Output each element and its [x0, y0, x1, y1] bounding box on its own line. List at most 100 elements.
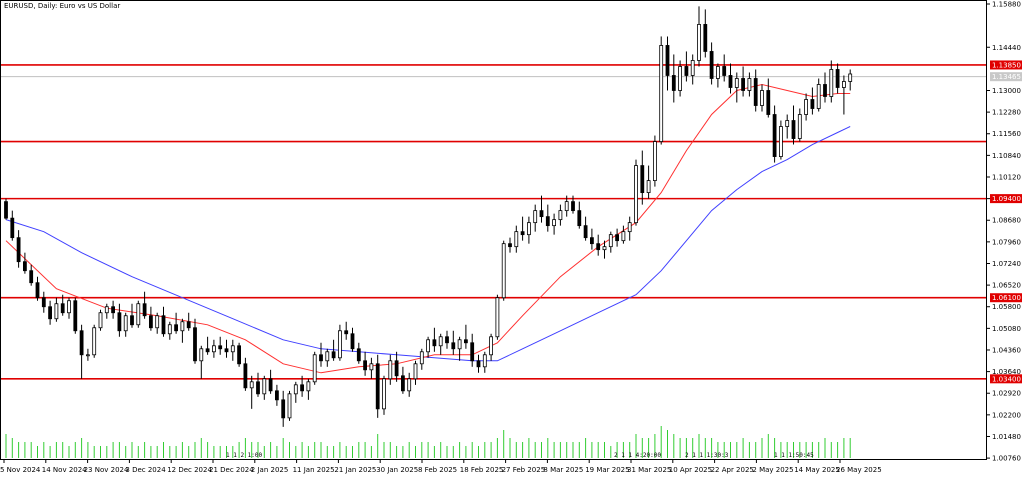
bear-candle: [142, 303, 147, 317]
bear-candle: [350, 333, 355, 350]
y-tick-label: 1.11560: [992, 130, 1021, 138]
x-tick-label: 26 May 2025: [836, 466, 882, 474]
bear-candle: [243, 363, 248, 389]
level-tag: [990, 60, 1022, 70]
ma-layer: [5, 83, 851, 374]
bull-candle: [54, 303, 59, 320]
bull-candle: [558, 210, 563, 221]
bear-candle: [344, 330, 349, 335]
bull-candle: [489, 336, 494, 356]
bear-candle: [400, 375, 405, 392]
bull-candle: [842, 81, 846, 88]
bear-candle: [363, 360, 368, 371]
y-tick-label: 1.05800: [992, 303, 1021, 311]
bull-candle: [199, 348, 204, 362]
bear-candle: [709, 51, 714, 79]
bear-candle: [331, 351, 336, 359]
bear-candle: [703, 24, 708, 52]
bear-candle: [130, 315, 134, 326]
level-tag-label: 1.03400: [992, 375, 1021, 383]
bull-candle: [249, 381, 254, 389]
x-tick-label: 5 Nov 2024: [0, 466, 41, 474]
bear-candle: [161, 315, 166, 335]
bear-candle: [60, 303, 65, 314]
y-tick-label: 1.10120: [992, 173, 1021, 181]
bear-candle: [432, 339, 437, 347]
bear-candle: [596, 243, 601, 251]
bull-candle: [659, 45, 664, 142]
bull-candle: [848, 73, 853, 82]
level-tag-label: 1.13850: [992, 61, 1021, 69]
bear-candle: [590, 237, 594, 245]
bear-candle: [16, 237, 21, 263]
x-tick-label: 3 Dec 2024: [125, 466, 166, 474]
bull-candle: [634, 165, 638, 224]
x-tick-label: 11 Jan 2025: [293, 466, 335, 474]
bear-candle: [791, 120, 796, 139]
x-tick-label: 12 Dec 2024: [167, 466, 212, 474]
bull-candle: [501, 243, 506, 299]
y-tick-label: 1.02200: [992, 411, 1021, 419]
bull-candle: [760, 90, 764, 106]
x-tick-label: 19 Mar 2025: [585, 466, 629, 474]
bear-candle: [117, 312, 122, 332]
session-marker: 2 1 1 1:30:3: [685, 452, 729, 459]
bear-candle: [583, 225, 588, 239]
level-tag-label: 1.06100: [992, 294, 1021, 302]
y-tick-label: 1.06520: [992, 282, 1021, 290]
bull-candle: [92, 327, 97, 356]
bear-candle: [722, 66, 727, 76]
bull-candle: [211, 345, 216, 353]
bear-candle: [29, 270, 34, 284]
candle-layer: [4, 6, 853, 427]
y-tick-label: 1.12280: [992, 109, 1021, 117]
bear-candle: [375, 363, 380, 410]
bull-candle: [136, 303, 141, 326]
y-tick-label: 1.04360: [992, 346, 1021, 354]
bull-candle: [407, 378, 412, 392]
bear-candle: [256, 381, 260, 395]
x-tick-label: 30 Jan 2025: [376, 466, 418, 474]
bull-candle: [180, 321, 185, 332]
bull-candle: [337, 330, 342, 359]
bull-candle: [123, 315, 128, 332]
volume-layer: [5, 426, 851, 458]
x-tick-label: 2 Jan 2025: [251, 466, 289, 474]
x-tick-label: 10 Apr 2025: [669, 466, 712, 474]
bull-candle: [155, 315, 160, 329]
x-tick-label: 14 May 2025: [794, 466, 840, 474]
price-tag: [990, 72, 1022, 82]
y-tick-label: 1.03640: [992, 368, 1021, 376]
bear-candle: [35, 282, 40, 299]
bear-candle: [394, 360, 399, 377]
bull-candle: [514, 231, 519, 248]
bull-candle: [369, 363, 374, 371]
bear-candle: [684, 66, 689, 76]
bear-candle: [186, 321, 191, 329]
fast-ma-line: [5, 83, 851, 374]
y-axis: 1.15880 1.14440 1.13000 1.12280 1.11560 1.108…: [986, 1, 1022, 463]
bull-candle: [167, 324, 172, 335]
bear-candle: [10, 217, 15, 239]
x-tick-label: 23 Nov 2024: [84, 466, 129, 474]
y-tick-label: 1.00760: [992, 455, 1021, 463]
bear-candle: [539, 210, 544, 218]
bear-candle: [193, 327, 197, 362]
x-tick-label: 14 Nov 2024: [42, 466, 87, 474]
bear-candle: [4, 201, 8, 219]
x-tick-label: 27 Feb 2025: [502, 466, 546, 474]
bear-candle: [772, 114, 777, 157]
bull-candle: [527, 222, 531, 236]
bull-candle: [287, 393, 292, 419]
bear-candle: [48, 306, 52, 320]
bear-candle: [545, 216, 550, 227]
y-tick-label: 1.07960: [992, 238, 1021, 246]
bear-candle: [766, 90, 771, 115]
x-tick-label: 21 Jan 2025: [334, 466, 376, 474]
session-marker: 1 1 2 1:00: [226, 452, 263, 459]
bull-candle: [829, 69, 834, 97]
bull-candle: [312, 354, 317, 383]
bull-candle: [67, 300, 71, 314]
